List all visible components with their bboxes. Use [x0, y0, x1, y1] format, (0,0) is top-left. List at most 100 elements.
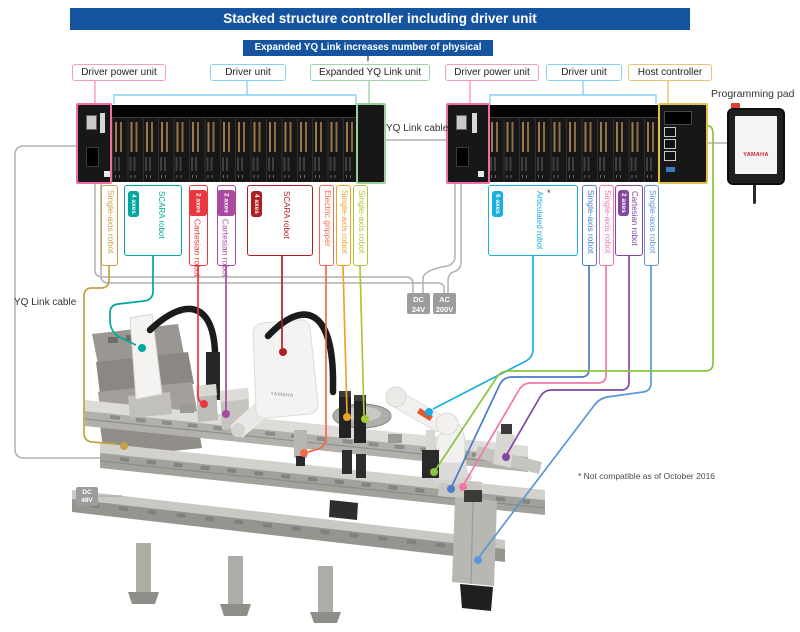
robot-label-cartesian-magenta: 2 axes Cartesian robot [217, 185, 236, 277]
badge-line: 200V [435, 304, 454, 314]
axes-badge: 2 axes [217, 190, 235, 216]
robot-label-electric-gripper: Electric gripper [319, 185, 334, 266]
ethernet-port [664, 139, 676, 149]
badge-line: DC [413, 295, 424, 304]
label-programming-pad: Programming pad [711, 88, 795, 100]
badge-line: 48V [81, 497, 93, 504]
robot-label-text: Cartesian robot [192, 218, 203, 278]
cable-single-axis-pink [463, 262, 607, 485]
power-socket [456, 147, 469, 167]
power-switch [478, 171, 484, 177]
axes-badge: 4 axes [128, 191, 139, 217]
asterisk-mark: * [547, 188, 551, 198]
robot-label-text: Electric gripper [323, 190, 333, 247]
ethernet-port [664, 127, 676, 137]
yq-link-cable-left-label: YQ Link cable [14, 297, 77, 308]
cable-electric-gripper [307, 266, 327, 453]
robot-label-text: Single-axis robot [357, 190, 367, 254]
robot-label-text: Single-axis robot [340, 190, 350, 254]
driver-modules-left [112, 105, 358, 182]
connection-dots [120, 344, 510, 564]
platform-legs [128, 543, 341, 623]
power-rail-left-ac [100, 182, 445, 293]
pad-yamaha-logo: YAMAHA [743, 152, 769, 158]
dsub-connector [456, 115, 467, 130]
robot-label-text: Articulated robot [535, 191, 544, 250]
cable-articulated [432, 256, 534, 410]
label-driver-unit-right: Driver unit [546, 64, 622, 81]
robot-label-cartesian-red: 2 axes Cartesian robot [189, 185, 208, 277]
cable-single-axis-blue1 [451, 262, 590, 487]
cable-scara-4axes [109, 256, 154, 346]
cable-single-axis-blue2 [478, 262, 652, 558]
robot-label-text: Single-axis robot [106, 190, 116, 254]
robot-label-single-axis-amber: Single-axis robot [336, 185, 351, 266]
power-rail-right-dc [422, 182, 456, 293]
ac200v-badge: AC 200V [433, 293, 456, 314]
axes-badge: 4 axes [251, 191, 262, 217]
turntable-and-grippers [329, 391, 402, 520]
robot-label-single-axis-blue1: Single-axis robot [582, 185, 597, 266]
power-rail-left-dc [94, 182, 414, 293]
robot-label-text: Single-axis robot [586, 190, 596, 254]
label-driver-power-unit-right: Driver power unit [445, 64, 539, 81]
host-display [664, 111, 692, 125]
robot-label-text: Single-axis robot [648, 190, 658, 254]
dc48v-badge: DC 48V [76, 487, 98, 506]
robot-label-single-axis-pink: Single-axis robot [599, 185, 614, 266]
yq-link-banner: Expanded YQ Link increases number of phy… [243, 40, 493, 69]
cable-cartesian-red [197, 256, 204, 404]
outline-host-controller [658, 103, 708, 184]
badge-line: DC [82, 489, 92, 496]
bracket-driver-unit-left [113, 94, 357, 104]
axes-badge: 2 axes [618, 190, 629, 216]
card-slot [100, 113, 105, 133]
yq-link-cable-left-line [14, 145, 100, 459]
driver-modules-right [488, 105, 660, 182]
robot-label-articulated: 6 axes Articulated robot * [488, 185, 578, 256]
scara-robot-center [230, 311, 337, 466]
card-slot [472, 113, 477, 133]
label-host-controller: Host controller [628, 64, 712, 81]
robot-label-cartesian-purple: 2 axes Cartesian robot [615, 185, 643, 256]
outline-driver-power-right [446, 103, 490, 184]
robot-label-text: SCARA robot [282, 191, 291, 239]
robot-label-text: Cartesian robot [220, 218, 231, 278]
dsub-connector [86, 115, 97, 130]
robot-label-text: Cartesian robot [630, 191, 639, 246]
usb-port [666, 167, 675, 172]
robot-label-single-axis-yellowgreen: Single-axis robot [353, 185, 368, 266]
robot-label-single-axis-1: Single-axis robot [101, 185, 118, 266]
axes-badge: 6 axes [492, 191, 503, 217]
pad-cable-stub [753, 185, 756, 204]
label-expanded-yq-link-unit: Expanded YQ Link unit [310, 64, 430, 81]
robot-label-text: SCARA robot [157, 191, 166, 239]
cable-single-axis-yellowgreen [359, 265, 365, 416]
power-switch [104, 171, 110, 177]
pad-screen [735, 116, 777, 174]
bracket-driver-unit-right [489, 94, 657, 104]
footnote: * Not compatible as of October 2016 [578, 471, 716, 481]
power-rail-right-ac [447, 182, 462, 293]
label-driver-power-unit-left: Driver power unit [72, 64, 166, 81]
axes-badge: 2 axes [189, 190, 207, 216]
ethernet-port [664, 151, 676, 161]
dc24v-badge: DC 24V [407, 293, 430, 314]
vertical-actuator-bottom-right [452, 490, 497, 611]
robot-label-scara-darkred: 4 axes SCARA robot [247, 185, 313, 256]
power-socket [86, 147, 99, 167]
cable-host-green [435, 125, 714, 470]
cable-cartesian-purple [506, 256, 630, 455]
pad-emergency-button [731, 103, 740, 109]
yq-link-cable-top-label: YQ Link cable [386, 123, 449, 134]
badge-line: 24V [411, 304, 426, 314]
page-title: Stacked structure controller including d… [70, 8, 690, 30]
outline-driver-power-left [76, 103, 112, 184]
robot-label-scara-4axes: 4 axes SCARA robot [124, 185, 182, 256]
robot-label-text: Single-axis robot [603, 190, 613, 254]
outline-expanded-yq-unit [356, 103, 386, 184]
badge-line: AC [439, 295, 450, 304]
